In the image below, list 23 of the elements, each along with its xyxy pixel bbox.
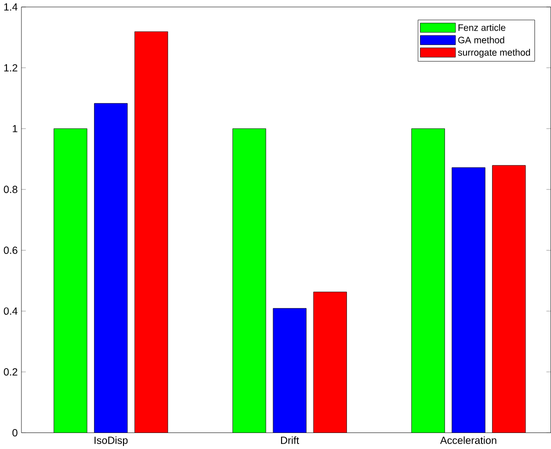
x-tick-label: Drift xyxy=(281,436,300,444)
legend-label: GA method xyxy=(458,36,504,44)
bar xyxy=(54,128,88,433)
bar xyxy=(492,165,526,433)
legend-label: Fenz article xyxy=(458,24,506,31)
bar xyxy=(313,292,347,433)
bar xyxy=(94,102,128,433)
bar xyxy=(272,308,306,433)
bar xyxy=(411,128,445,433)
y-tick-label: 0.4 xyxy=(4,307,18,315)
legend-label: surrogate method xyxy=(458,48,530,58)
x-tick-label: IsoDisp xyxy=(94,436,128,446)
bar xyxy=(452,167,486,433)
y-tick-label: 0 xyxy=(12,428,18,436)
bar xyxy=(134,31,168,433)
y-tick-label: 1.4 xyxy=(4,3,18,10)
y-tick-label: 0.8 xyxy=(4,186,18,193)
bar xyxy=(232,128,266,433)
x-tick-label: Acceleration xyxy=(440,436,496,444)
y-tick-label: 0.6 xyxy=(4,246,18,254)
y-tick-label: 1 xyxy=(12,124,18,132)
y-tick-label: 1.2 xyxy=(4,64,18,72)
y-tick-label: 0.2 xyxy=(4,368,18,376)
